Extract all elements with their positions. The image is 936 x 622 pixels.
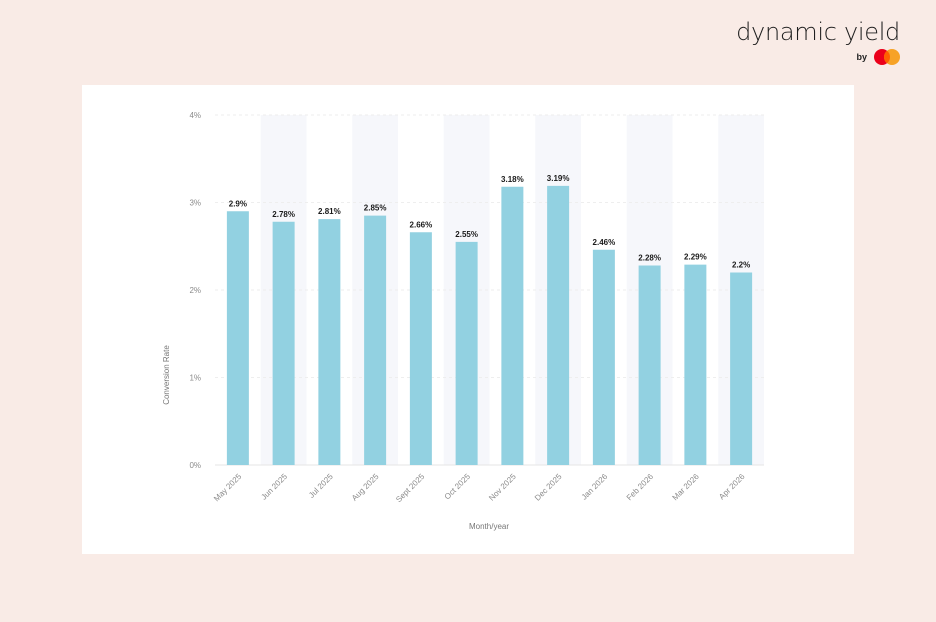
bars xyxy=(226,185,753,465)
x-tick-labels: May 2025 Jun 2025 Jul 2025 Aug 2025 Sept 202… xyxy=(212,472,747,505)
x-tick-label: Apr 2026 xyxy=(717,472,747,502)
data-label: 2.28% xyxy=(638,254,661,263)
gridlines xyxy=(215,114,764,466)
chart-card: 0% 1% 2% 3% 4% 2.9% 2.78% 2.81% 2.85% 2.66% 2.55%… xyxy=(82,85,854,554)
data-label: 2.2% xyxy=(732,261,750,270)
data-label: 2.9% xyxy=(229,199,247,208)
y-tick-label: 1% xyxy=(189,374,201,383)
data-label: 2.66% xyxy=(410,220,433,229)
y-axis-title: Conversion Rate xyxy=(162,345,171,405)
x-tick-label: Mar 2026 xyxy=(671,472,702,503)
x-tick-label: Dec 2025 xyxy=(533,472,564,503)
x-tick-label: Aug 2025 xyxy=(350,472,381,503)
x-tick-label: Jan 2026 xyxy=(580,472,610,502)
x-tick-label: Feb 2026 xyxy=(625,472,656,503)
y-tick-label: 0% xyxy=(189,461,201,470)
x-tick-label: Oct 2025 xyxy=(443,472,473,502)
data-label: 3.18% xyxy=(501,175,524,184)
data-label: 3.19% xyxy=(547,174,570,183)
bar xyxy=(272,221,295,465)
bar xyxy=(684,264,707,465)
value-labels: 2.9% 2.78% 2.81% 2.85% 2.66% 2.55% 3.18% 3.19% 2… xyxy=(229,174,750,270)
brand-logo: dynamic yield by xyxy=(736,18,900,65)
bar xyxy=(501,186,524,465)
data-label: 2.29% xyxy=(684,253,707,262)
bar xyxy=(226,211,249,465)
brand-name: dynamic yield xyxy=(736,18,900,46)
x-tick-label: Jul 2025 xyxy=(307,472,335,500)
brand-byline: by xyxy=(736,49,900,65)
data-label: 2.78% xyxy=(272,210,295,219)
x-tick-label: Sept 2025 xyxy=(394,472,427,505)
y-tick-label: 3% xyxy=(189,199,201,208)
data-label: 2.85% xyxy=(364,204,387,213)
x-tick-label: Nov 2025 xyxy=(487,472,518,503)
bar xyxy=(730,272,753,465)
bar xyxy=(547,185,570,465)
data-label: 2.81% xyxy=(318,207,341,216)
bar xyxy=(409,232,432,465)
mastercard-overlap xyxy=(884,50,890,64)
bar xyxy=(318,219,341,465)
x-axis-title: Month/year xyxy=(469,522,509,531)
data-label: 2.46% xyxy=(593,238,616,247)
y-tick-labels: 0% 1% 2% 3% 4% xyxy=(189,111,201,470)
y-tick-label: 2% xyxy=(189,286,201,295)
mastercard-logo-icon xyxy=(874,49,900,65)
brand-by-text: by xyxy=(856,52,867,62)
data-label: 2.55% xyxy=(455,230,478,239)
bar xyxy=(638,265,661,465)
x-tick-label: May 2025 xyxy=(212,472,244,504)
bar xyxy=(592,249,615,465)
bar xyxy=(364,215,387,465)
y-tick-label: 4% xyxy=(189,111,201,120)
bar xyxy=(455,241,478,465)
x-tick-label: Jun 2025 xyxy=(259,472,289,502)
conversion-rate-bar-chart: 0% 1% 2% 3% 4% 2.9% 2.78% 2.81% 2.85% 2.66% 2.55%… xyxy=(162,111,764,531)
